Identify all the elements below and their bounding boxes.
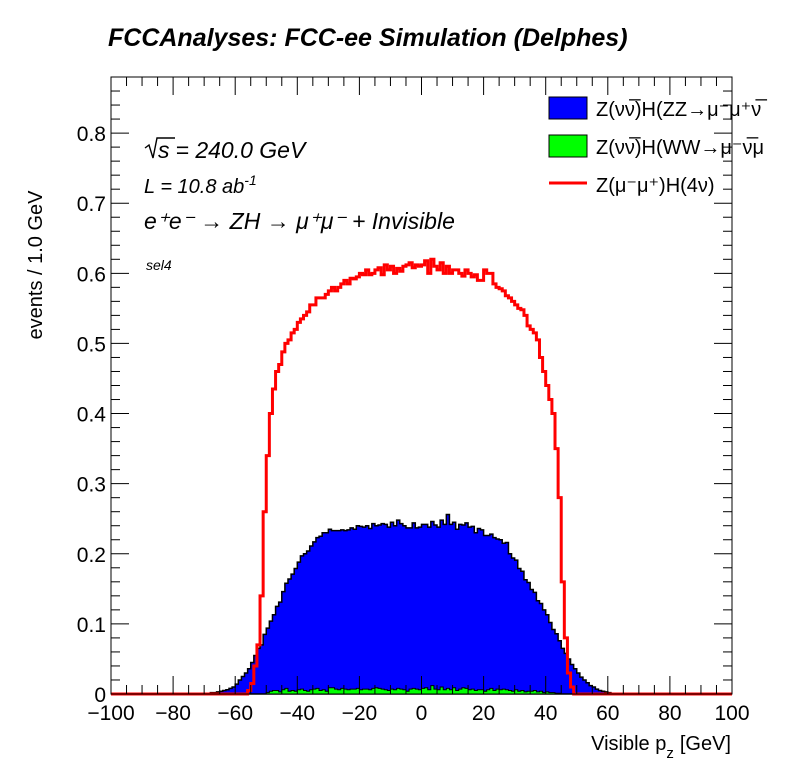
x-tick-label: 100 [714,702,749,725]
y-tick-label: 0.8 [77,123,106,146]
legend-item-zz: Z(νν̅)H(ZZ→μ⁻μ⁺ν̅ [548,96,767,121]
annotations: s = 240.0 GeV L = 10.8 ab-1 e⁺e⁻ → ZH → μ… [144,137,455,273]
annotation-selection: sel4 [146,257,172,273]
x-tick-label: −20 [342,702,378,725]
histogram-zz-background [111,513,732,695]
axis-ticks: −100 −80 −60 −40 −20 0 20 40 60 80 100 0 0.1 0.2 0.3 0.… [77,76,750,725]
x-tick-label: 0 [416,702,428,725]
x-axis-label-unit: [GeV] [680,733,731,755]
y-tick-label: 0.7 [77,193,106,216]
legend-label-ww: Z(νν̅)H(WW→μ⁻ν̅μ [596,136,764,159]
x-axis-label: Visible pz [GeV] [591,733,731,762]
x-tick-label: 40 [534,702,557,725]
chart-title: FCCAnalyses: FCC-ee Simulation (Delphes) [108,24,628,52]
y-axis-label: events / 1.0 GeV [25,190,47,340]
x-tick-label: −80 [155,702,191,725]
y-tick-label: 0.2 [77,544,106,567]
legend-item-ww: Z(νν̅)H(WW→μ⁻ν̅μ [548,134,764,159]
legend-swatch-ww [548,134,588,158]
annotation-sqrt-s: s = 240.0 GeV [158,137,308,163]
legend-label-signal: Z(μ⁻μ⁺)H(4ν) [596,175,715,197]
y-tick-label: 0.3 [77,474,106,497]
legend-swatch-zz [548,96,588,120]
y-tick-label: 0.5 [77,333,106,356]
x-tick-label: 60 [596,702,619,725]
x-axis-label-main: Visible p [591,733,666,755]
annotation-process: e⁺e⁻ → ZH → μ⁺μ⁻ + Invisible [144,208,455,234]
x-tick-label: 20 [472,702,495,725]
x-tick-label: 80 [658,702,681,725]
sqrt-symbol [144,137,175,159]
y-tick-label: 0.4 [77,404,107,427]
annotation-luminosity: L = 10.8 ab-1 [144,172,257,198]
x-tick-label: −60 [217,702,253,725]
legend: Z(νν̅)H(ZZ→μ⁻μ⁺ν̅ Z(νν̅)H(WW→μ⁻ν̅μ Z(μ⁻μ… [548,96,767,197]
y-tick-label: 0 [94,684,106,707]
y-tick-label: 0.1 [77,614,106,637]
x-axis-label-subscript: z [666,745,674,762]
legend-label-zz: Z(νν̅)H(ZZ→μ⁻μ⁺ν̅ [596,98,767,121]
plot-area [111,257,732,696]
lumi-value: L = 10.8 ab [144,176,244,198]
x-tick-label: −100 [87,702,134,725]
y-tick-label: 0.6 [77,263,106,286]
sqrt-s-symbol: s [158,137,170,163]
legend-item-signal: Z(μ⁻μ⁺)H(4ν) [549,175,715,197]
lumi-exponent: -1 [244,172,256,188]
sqrt-s-value: = 240.0 GeV [176,137,308,163]
x-tick-label: −40 [279,702,315,725]
